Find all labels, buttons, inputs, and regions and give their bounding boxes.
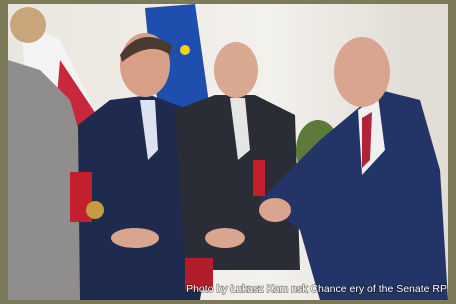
head — [334, 37, 390, 107]
hand — [259, 198, 291, 222]
page: {"image": {"caption": "Photo by Łukasz K… — [0, 0, 456, 304]
photo: Photo by Łukasz Kam nsk Chance ery of th… — [8, 4, 448, 300]
hands — [205, 228, 245, 248]
star — [180, 45, 190, 55]
head — [10, 7, 46, 43]
head — [214, 42, 258, 98]
hand — [111, 228, 159, 248]
photo-frame: Photo by Łukasz Kam nsk Chance ery of th… — [0, 0, 456, 304]
box — [253, 160, 265, 196]
medal — [86, 201, 104, 219]
photo-caption: Photo by Łukasz Kam nsk Chance ery of th… — [186, 283, 447, 295]
